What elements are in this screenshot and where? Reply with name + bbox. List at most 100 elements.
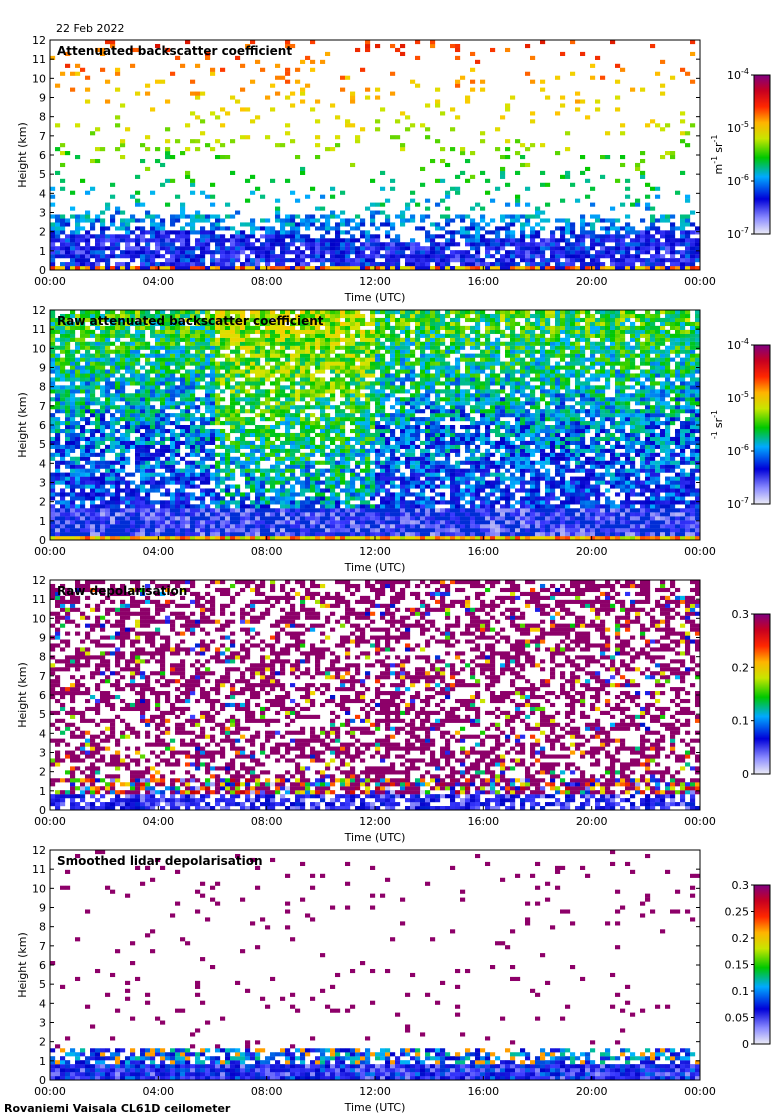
heatmap-cell bbox=[220, 460, 226, 465]
heatmap-cell bbox=[335, 532, 341, 537]
heatmap-cell bbox=[530, 492, 536, 497]
heatmap-cell bbox=[415, 528, 421, 533]
heatmap-cell bbox=[535, 496, 541, 501]
heatmap-cell bbox=[415, 246, 421, 251]
heatmap-cell bbox=[220, 532, 226, 537]
heatmap-cell bbox=[515, 266, 521, 271]
heatmap-cell bbox=[75, 218, 81, 223]
heatmap-cell bbox=[365, 460, 371, 465]
heatmap-cell bbox=[255, 516, 261, 521]
heatmap-cell bbox=[195, 218, 201, 223]
heatmap-cell bbox=[115, 492, 121, 497]
heatmap-cell bbox=[265, 524, 271, 529]
heatmap-cell bbox=[415, 476, 421, 481]
heatmap-cell bbox=[570, 468, 576, 473]
heatmap-cell bbox=[630, 492, 636, 497]
heatmap-cell bbox=[520, 508, 526, 513]
heatmap-cell bbox=[60, 476, 66, 481]
heatmap-cell bbox=[165, 266, 171, 271]
heatmap-cell bbox=[350, 488, 356, 493]
heatmap-cell bbox=[545, 238, 551, 243]
heatmap-cell bbox=[580, 532, 586, 537]
heatmap-cell bbox=[510, 266, 516, 271]
heatmap-cell bbox=[330, 524, 336, 529]
heatmap-cell bbox=[645, 488, 651, 493]
heatmap-cell bbox=[150, 254, 156, 259]
heatmap-cell bbox=[260, 480, 266, 485]
heatmap-cell bbox=[550, 460, 556, 465]
heatmap-cell bbox=[415, 472, 421, 477]
heatmap-cell bbox=[145, 456, 151, 461]
heatmap-cell bbox=[390, 436, 396, 442]
heatmap-cell bbox=[185, 174, 191, 179]
heatmap-cell bbox=[640, 468, 646, 473]
heatmap-cell bbox=[245, 440, 251, 445]
heatmap-cell bbox=[445, 500, 451, 505]
heatmap-cell bbox=[615, 508, 621, 513]
heatmap-cell bbox=[50, 444, 56, 449]
heatmap-cell bbox=[650, 472, 656, 477]
heatmap-cell bbox=[445, 238, 451, 243]
heatmap-cell bbox=[150, 508, 156, 513]
heatmap-cell bbox=[180, 488, 186, 493]
heatmap-cell bbox=[405, 444, 411, 449]
heatmap-cell bbox=[470, 536, 476, 541]
heatmap-cell bbox=[695, 532, 701, 537]
heatmap-cell bbox=[80, 428, 86, 434]
heatmap-cell bbox=[175, 254, 181, 259]
heatmap-cell bbox=[255, 460, 261, 465]
heatmap-cell bbox=[330, 246, 336, 251]
heatmap-cell bbox=[465, 234, 471, 239]
heatmap-cell bbox=[460, 266, 466, 271]
heatmap-cell bbox=[440, 508, 446, 513]
heatmap-cell bbox=[620, 123, 626, 128]
heatmap-cell bbox=[690, 448, 696, 453]
heatmap-cell bbox=[310, 238, 316, 243]
heatmap-cell bbox=[215, 139, 221, 144]
heatmap-cell bbox=[55, 234, 61, 239]
heatmap-cell bbox=[690, 504, 696, 509]
heatmap-cell bbox=[330, 492, 336, 497]
heatmap-cell bbox=[510, 524, 516, 529]
heatmap-cell bbox=[550, 436, 556, 442]
heatmap-cell bbox=[430, 40, 436, 45]
heatmap-cell bbox=[400, 504, 406, 509]
heatmap-cell bbox=[150, 428, 156, 434]
heatmap-cell bbox=[615, 524, 621, 529]
heatmap-cell bbox=[75, 436, 81, 442]
heatmap-cell bbox=[375, 254, 381, 259]
heatmap-cell bbox=[110, 222, 116, 227]
heatmap-cell bbox=[75, 492, 81, 497]
heatmap-cell bbox=[95, 47, 101, 53]
heatmap-cell bbox=[250, 234, 256, 239]
heatmap-cell bbox=[550, 258, 556, 263]
heatmap-cell bbox=[620, 258, 626, 263]
heatmap-cell bbox=[395, 135, 401, 140]
heatmap-cell bbox=[275, 258, 281, 263]
heatmap-cell bbox=[520, 524, 526, 529]
heatmap-cell bbox=[505, 460, 511, 465]
heatmap-cell bbox=[395, 504, 401, 509]
heatmap-cell bbox=[430, 488, 436, 493]
heatmap-cell bbox=[185, 464, 191, 469]
heatmap-cell bbox=[70, 512, 76, 517]
heatmap-cell bbox=[545, 516, 551, 521]
heatmap-cell bbox=[60, 532, 66, 537]
heatmap-cell bbox=[380, 202, 386, 207]
heatmap-cell bbox=[295, 230, 301, 235]
heatmap-cell bbox=[130, 214, 136, 219]
heatmap-cell bbox=[95, 444, 101, 449]
heatmap-cell bbox=[145, 246, 151, 251]
heatmap-cell bbox=[80, 246, 86, 251]
heatmap-cell bbox=[310, 222, 316, 227]
heatmap-cell bbox=[450, 432, 456, 438]
heatmap-cell bbox=[620, 472, 626, 477]
heatmap-cell bbox=[530, 484, 536, 489]
heatmap-cell bbox=[140, 158, 146, 164]
heatmap-cell bbox=[250, 476, 256, 481]
heatmap-cell bbox=[535, 528, 541, 533]
heatmap-cell bbox=[695, 488, 701, 493]
heatmap-cell bbox=[95, 528, 101, 533]
heatmap-cell bbox=[300, 440, 306, 445]
heatmap-cell bbox=[670, 536, 676, 541]
